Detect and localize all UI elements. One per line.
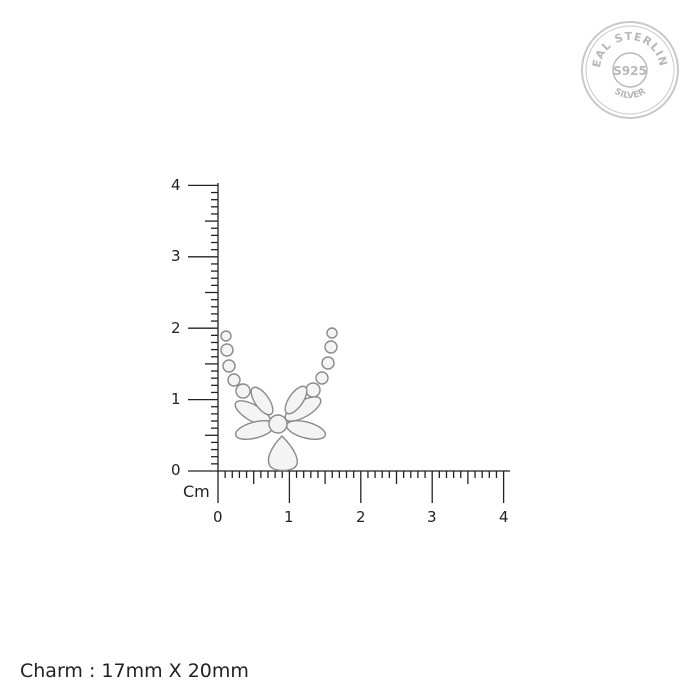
y-label-2: 2 xyxy=(171,319,181,337)
y-label-1: 1 xyxy=(171,390,181,408)
y-label-0: 0 xyxy=(171,461,181,479)
y-label-4: 4 xyxy=(171,176,181,194)
necklace-charm xyxy=(220,327,338,472)
x-label-1: 1 xyxy=(284,508,294,526)
x-label-0: 0 xyxy=(213,508,223,526)
seal-bottom-text: SILVER xyxy=(612,87,647,102)
svg-text:SILVER: SILVER xyxy=(612,87,647,102)
x-label-4: 4 xyxy=(499,508,509,526)
sterling-silver-seal: REAL STERLING S925 SILVER xyxy=(580,20,679,119)
charm-size-caption: Charm : 17mm X 20mm xyxy=(20,660,249,682)
x-label-3: 3 xyxy=(427,508,437,526)
y-label-3: 3 xyxy=(171,247,181,265)
unit-label: Cm xyxy=(183,482,210,501)
seal-center-text: S925 xyxy=(613,64,647,78)
x-label-2: 2 xyxy=(356,508,366,526)
